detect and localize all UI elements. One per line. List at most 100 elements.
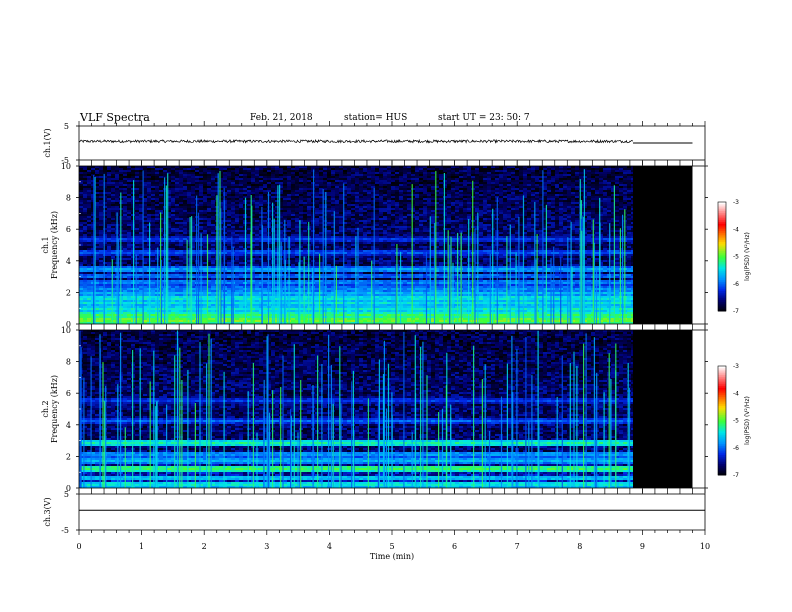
spectrogram-cell xyxy=(263,204,267,206)
spectrogram-cell xyxy=(303,296,307,298)
spectrogram-cell xyxy=(123,272,127,274)
spectrogram-cell xyxy=(191,320,195,322)
spectrogram-cell xyxy=(287,194,291,196)
spectrogram-cell xyxy=(251,202,255,204)
spectrogram-cell xyxy=(219,196,223,198)
spectrogram-cell xyxy=(171,254,175,256)
spectrogram-cell xyxy=(191,184,195,186)
spectrogram-cell xyxy=(259,196,263,198)
spectrogram-cell xyxy=(247,312,251,314)
spectrogram-cell xyxy=(291,316,295,318)
spectrogram-cell xyxy=(259,212,263,214)
spectrogram-cell xyxy=(303,312,307,314)
spectrogram-cell xyxy=(207,246,211,248)
spectrogram-cell xyxy=(287,214,291,216)
spectrogram-cell xyxy=(227,308,231,310)
spectrogram-cell xyxy=(207,276,211,278)
spectrogram-cell xyxy=(103,210,107,212)
spectrogram-cell xyxy=(263,168,267,170)
spectrogram-cell xyxy=(171,200,175,202)
spectrogram-cell xyxy=(303,302,307,304)
spectrogram-cell xyxy=(171,290,175,292)
spectrogram-cell xyxy=(115,174,119,176)
spectrogram-cell xyxy=(139,308,143,310)
spectrogram-cell xyxy=(155,166,159,168)
spectrogram-cell xyxy=(171,188,175,190)
spectrogram-cell xyxy=(83,270,87,272)
spectrogram-cell xyxy=(127,284,131,286)
spectrogram-cell xyxy=(291,192,295,194)
spectrogram-cell xyxy=(319,312,323,314)
spectrogram-cell xyxy=(159,208,163,210)
spectrogram-cell xyxy=(175,252,179,254)
spectrogram-cell xyxy=(235,214,239,216)
spectrogram-cell xyxy=(83,168,87,170)
spectrogram-cell xyxy=(79,238,83,240)
spectrogram-cell xyxy=(255,254,259,256)
spectrogram-cell xyxy=(79,262,83,264)
spectrogram-cell xyxy=(123,210,127,212)
spectrogram-cell xyxy=(171,218,175,220)
spectrogram-cell xyxy=(295,180,299,182)
spectrogram-cell xyxy=(135,276,139,278)
spectrogram-cell xyxy=(139,216,143,218)
spectrogram-cell xyxy=(79,204,83,206)
spectrogram-cell xyxy=(95,204,99,206)
spectrogram-cell xyxy=(123,240,127,242)
spectrogram-cell xyxy=(187,242,191,244)
spectrogram-cell xyxy=(283,172,287,174)
spectrogram-cell xyxy=(143,264,147,266)
spectrogram-cell xyxy=(99,192,103,194)
spectrogram-cell xyxy=(323,224,327,226)
spectrogram-cell xyxy=(259,190,263,192)
spectrogram-cell xyxy=(199,222,203,224)
spectrogram-cell xyxy=(107,198,111,200)
spectrogram-cell xyxy=(147,196,151,198)
spectrogram-cell xyxy=(247,290,251,292)
spectrogram-cell xyxy=(291,180,295,182)
spectrogram-cell xyxy=(151,282,155,284)
spectrogram-cell xyxy=(191,234,195,236)
spectrogram-cell xyxy=(207,196,211,198)
spectrogram-cell xyxy=(159,170,163,172)
spectrogram-cell xyxy=(95,260,99,262)
spectrogram-cell xyxy=(315,300,319,302)
spectrogram-cell xyxy=(103,188,107,190)
spectrogram-cell xyxy=(203,320,207,322)
spectrogram-cell xyxy=(175,228,179,230)
spectrogram-cell xyxy=(323,240,327,242)
spectrogram-cell xyxy=(155,250,159,252)
spectrogram-cell xyxy=(299,302,303,304)
spectrogram-cell xyxy=(111,180,115,182)
spectrogram-cell xyxy=(263,174,267,176)
spectrogram-cell xyxy=(191,198,195,200)
spectrogram-cell xyxy=(87,322,91,324)
spectrogram-cell xyxy=(87,228,91,230)
spectrogram-cell xyxy=(323,292,327,294)
spectrogram-cell xyxy=(99,228,103,230)
spectrogram-cell xyxy=(99,306,103,308)
spectrogram-cell xyxy=(79,216,83,218)
spectrogram-cell xyxy=(159,206,163,208)
spectrogram-cell xyxy=(291,166,295,168)
spectrogram-cell xyxy=(227,294,231,296)
spectrogram-cell xyxy=(79,166,83,168)
spectrogram-cell xyxy=(115,180,119,182)
spectrogram-cell xyxy=(227,248,231,250)
spectrogram-cell xyxy=(175,184,179,186)
spectrogram-cell xyxy=(151,284,155,286)
spectrogram-cell xyxy=(139,200,143,202)
spectrogram-cell xyxy=(275,196,279,198)
spectrogram-cell xyxy=(167,310,171,312)
spectrogram-cell xyxy=(299,318,303,320)
spectrogram-cell xyxy=(247,174,251,176)
spectrogram-cell xyxy=(135,166,139,168)
spectrogram-cell xyxy=(87,310,91,312)
spectrogram-cell xyxy=(87,184,91,186)
spectrogram-cell xyxy=(279,168,283,170)
spectrogram-cell xyxy=(263,176,267,178)
spectrogram-cell xyxy=(91,198,95,200)
spectrogram-cell xyxy=(187,214,191,216)
spectrogram-cell xyxy=(259,278,263,280)
spectrogram-cell xyxy=(95,226,99,228)
